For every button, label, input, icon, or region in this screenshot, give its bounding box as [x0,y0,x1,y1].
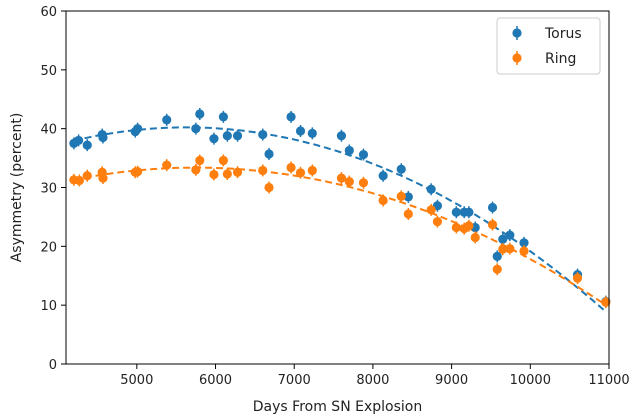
data-point-ring [74,175,84,186]
data-point-torus [195,109,205,119]
data-point-torus [286,112,296,122]
data-point-torus [222,131,232,141]
y-tick-label: 60 [40,5,57,20]
data-point-ring [264,182,274,193]
data-point-torus [336,131,347,141]
x-tick-label: 6000 [199,373,232,388]
data-point-ring [209,169,219,180]
data-point-torus [133,124,143,134]
data-point-ring [505,244,515,254]
data-point-ring [464,221,474,231]
data-point-torus [232,131,243,141]
data-point-ring [286,162,296,173]
data-point-torus [264,149,274,159]
data-point-torus [358,149,369,160]
data-point-torus [258,129,268,140]
data-point-ring [295,168,306,178]
x-tick-label: 11000 [588,373,629,388]
y-tick-label: 30 [40,182,57,197]
data-point-ring [258,165,268,176]
y-axis-label: Asymmetry (percent) [9,113,25,263]
data-point-ring [82,171,92,181]
data-point-torus [191,124,201,134]
data-point-torus [487,202,498,213]
data-point-torus [307,128,317,138]
y-tick-label: 20 [40,240,57,255]
data-point-ring [432,217,443,227]
data-point-ring [133,167,143,177]
data-point-torus [464,207,474,217]
legend: Torus Ring [496,17,601,75]
data-point-ring [426,205,436,215]
data-point-ring [307,165,317,176]
y-tick-label: 50 [40,64,57,79]
data-point-torus [426,184,436,194]
data-point-torus [209,134,219,144]
legend-marker [512,28,522,38]
data-point-ring [487,219,498,230]
data-point-ring [195,155,205,166]
data-point-ring [162,160,172,170]
data-point-ring [403,209,413,219]
legend-box [496,17,601,75]
data-point-torus [73,135,84,146]
data-point-torus [98,132,108,143]
data-point-torus [162,115,172,125]
data-point-ring [344,177,354,187]
data-point-ring [191,165,201,175]
data-point-ring [98,173,108,183]
data-point-ring [396,191,406,201]
data-point-torus [82,140,92,150]
data-point-torus [378,171,388,181]
data-point-ring [470,232,480,243]
legend-label: Ring [545,51,576,67]
data-point-torus [498,234,508,244]
data-point-torus [505,230,515,240]
data-point-ring [222,169,232,179]
legend-marker [512,53,522,63]
data-point-ring [336,173,347,183]
data-point-torus [396,164,406,174]
fit-curves [73,126,607,313]
data-point-ring [519,246,529,256]
data-point-ring [378,195,388,206]
x-tick-label: 7000 [278,373,311,388]
data-point-ring [358,178,369,188]
x-axis-ticks: 5000 6000 7000 8000 9000 10000 11000 [120,364,630,388]
data-point-ring [218,155,228,166]
data-point-torus [295,126,306,136]
data-point-ring [498,244,508,254]
x-tick-label: 10000 [510,373,551,388]
data-point-torus [403,192,413,202]
data-point-ring [492,264,502,274]
x-tick-label: 9000 [435,373,468,388]
data-point-ring [572,273,583,283]
y-tick-label: 10 [40,299,57,314]
data-point-torus [519,238,529,248]
fit-line-ring [73,166,607,306]
data-point-torus [451,207,461,217]
x-tick-label: 5000 [120,373,153,388]
y-tick-label: 0 [49,358,57,373]
data-point-torus [344,145,354,156]
y-axis-ticks: 0 10 20 30 40 50 60 [40,5,66,373]
data-point-torus [218,112,228,122]
x-axis-label: Days From SN Explosion [253,399,422,415]
data-point-ring [232,167,243,177]
data-points [69,107,611,309]
data-point-torus [492,251,502,261]
legend-label: Torus [544,26,582,42]
fit-line-torus [73,126,607,313]
data-point-ring [451,222,461,233]
y-tick-label: 40 [40,123,57,138]
data-point-ring [601,297,611,307]
x-tick-label: 8000 [356,373,389,388]
